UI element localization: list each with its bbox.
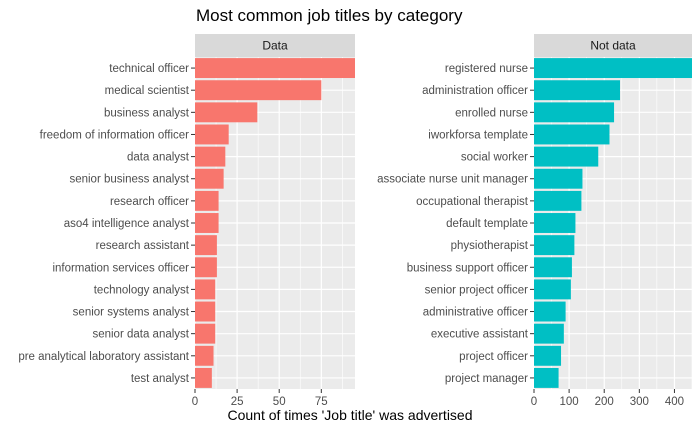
bar-4 — [534, 146, 599, 167]
bar-14 — [534, 367, 559, 388]
panel-0: Data technical officer medical scientist bu… — [18, 34, 355, 408]
y-tick-label: research assistant — [96, 240, 190, 252]
chart-title: Most common job titles by category — [196, 6, 463, 25]
bar-1 — [195, 80, 322, 101]
bar-0 — [534, 58, 692, 79]
x-tick-label: 100 — [560, 396, 579, 408]
bar-6 — [195, 190, 219, 211]
x-tick-label: 300 — [630, 396, 649, 408]
x-tick-label: 400 — [665, 396, 684, 408]
y-tick-label: default template — [446, 218, 528, 230]
bar-0 — [195, 58, 355, 79]
bar-2 — [534, 102, 615, 123]
bar-14 — [195, 367, 212, 388]
bar-11 — [534, 301, 566, 322]
bar-13 — [534, 345, 562, 366]
x-tick-label: 50 — [273, 396, 286, 408]
y-tick-label: technology analyst — [94, 284, 190, 296]
y-tick-label: registered nurse — [445, 63, 528, 75]
bar-8 — [534, 235, 575, 256]
bar-7 — [534, 213, 576, 233]
bar-6 — [534, 190, 582, 211]
y-tick-label: test analyst — [131, 373, 190, 385]
y-tick-label: iworkforsa template — [428, 129, 528, 141]
y-tick-label: enrolled nurse — [455, 107, 528, 119]
y-tick-label: medical scientist — [105, 85, 190, 97]
bar-8 — [195, 235, 217, 256]
x-tick-label: 0 — [531, 396, 537, 408]
y-tick-label: pre analytical laboratory assistant — [18, 351, 189, 363]
bar-5 — [534, 168, 583, 189]
bar-9 — [195, 257, 217, 278]
y-tick-label: senior systems analyst — [73, 307, 190, 319]
bar-11 — [195, 301, 216, 322]
y-tick-label: research officer — [110, 196, 189, 208]
bar-3 — [534, 124, 610, 145]
facet-strip — [195, 34, 355, 57]
bar-10 — [195, 279, 216, 300]
panel-1: Not data registered nurse administration o… — [377, 34, 693, 408]
y-tick-label: social worker — [461, 152, 528, 164]
facet-strip — [534, 34, 692, 57]
x-tick-label: 25 — [231, 396, 244, 408]
y-tick-label: executive assistant — [431, 329, 529, 341]
y-tick-label: project officer — [459, 351, 528, 363]
bar-3 — [195, 124, 229, 145]
y-tick-label: information services officer — [52, 262, 189, 274]
y-tick-label: project manager — [445, 373, 528, 385]
y-tick-label: physiotherapist — [451, 240, 529, 252]
bar-10 — [534, 279, 571, 300]
y-tick-label: senior project officer — [425, 284, 529, 296]
y-tick-label: freedom of information officer — [40, 129, 190, 141]
x-tick-label: 75 — [315, 396, 328, 408]
x-tick-label: 0 — [192, 396, 198, 408]
y-tick-label: occupational therapist — [416, 196, 529, 208]
facet-label: Data — [262, 39, 288, 53]
bar-12 — [195, 323, 216, 344]
bar-9 — [534, 257, 572, 278]
bar-7 — [195, 213, 219, 233]
y-tick-label: administrative officer — [423, 307, 528, 319]
x-axis-title: Count of times 'Job title' was advertise… — [227, 407, 473, 423]
y-tick-label: aso4 intelligence analyst — [64, 218, 190, 230]
bar-1 — [534, 80, 621, 101]
bar-2 — [195, 102, 258, 123]
x-tick-label: 200 — [595, 396, 614, 408]
y-tick-label: business analyst — [104, 107, 190, 119]
y-tick-label: administration officer — [422, 85, 528, 97]
y-tick-label: senior data analyst — [92, 329, 189, 341]
y-tick-label: technical officer — [109, 63, 189, 75]
bar-12 — [534, 323, 564, 344]
bar-13 — [195, 345, 214, 366]
y-tick-label: business support officer — [407, 262, 528, 274]
y-tick-label: senior business analyst — [69, 174, 189, 186]
bar-4 — [195, 146, 226, 167]
y-tick-label: associate nurse unit manager — [377, 174, 528, 186]
y-tick-label: data analyst — [127, 152, 190, 164]
facet-label: Not data — [590, 39, 636, 53]
bar-5 — [195, 168, 224, 189]
